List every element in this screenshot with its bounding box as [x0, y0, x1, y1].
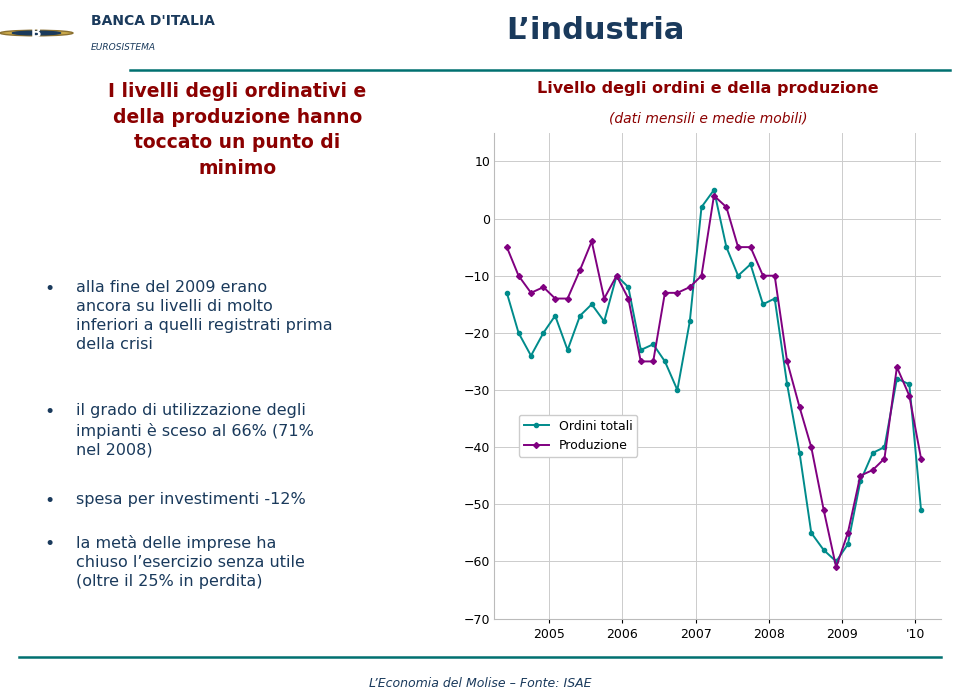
- Produzione: [574, 266, 586, 274]
- Ordini totali: [635, 346, 646, 354]
- Ordini totali: [915, 506, 926, 514]
- Produzione: [598, 294, 610, 303]
- Text: •: •: [45, 280, 55, 298]
- Ordini totali: [903, 380, 915, 389]
- Ordini totali: [769, 294, 780, 303]
- Ordini totali: [562, 346, 573, 354]
- Line: Produzione: Produzione: [505, 194, 924, 569]
- Ordini totali: [549, 312, 561, 320]
- Ordini totali: [854, 477, 866, 486]
- Ordini totali: [708, 186, 720, 194]
- Ordini totali: [538, 329, 549, 337]
- Produzione: [660, 289, 671, 297]
- Produzione: [842, 528, 853, 537]
- Produzione: [635, 357, 646, 366]
- Produzione: [501, 243, 513, 252]
- Ordini totali: [672, 386, 684, 394]
- Ordini totali: [757, 300, 769, 308]
- Produzione: [708, 192, 720, 200]
- Produzione: [805, 443, 817, 452]
- Ordini totali: [598, 317, 610, 326]
- Text: •: •: [45, 535, 55, 553]
- Ordini totali: [818, 546, 829, 554]
- Produzione: [769, 271, 780, 280]
- Produzione: [562, 294, 573, 303]
- Ordini totali: [878, 443, 890, 452]
- Text: •: •: [45, 403, 55, 421]
- Line: Ordini totali: Ordini totali: [505, 188, 924, 563]
- Produzione: [891, 363, 902, 371]
- Produzione: [684, 283, 696, 291]
- Ordini totali: [830, 557, 842, 565]
- Produzione: [586, 237, 597, 245]
- Text: EUROSISTEMA: EUROSISTEMA: [91, 43, 156, 52]
- Produzione: [745, 243, 756, 252]
- Produzione: [696, 271, 708, 280]
- Produzione: [732, 243, 744, 252]
- Text: I livelli degli ordinativi e
della produzione hanno
toccato un punto di
minimo: I livelli degli ordinativi e della produ…: [108, 82, 367, 178]
- Text: Livello degli ordini e della produzione: Livello degli ordini e della produzione: [538, 80, 878, 96]
- Ordini totali: [660, 357, 671, 366]
- Produzione: [721, 203, 732, 211]
- Text: B: B: [31, 26, 42, 40]
- Ordini totali: [622, 283, 634, 291]
- Ordini totali: [525, 352, 537, 360]
- Produzione: [818, 506, 829, 514]
- Ordini totali: [842, 540, 853, 549]
- Produzione: [513, 271, 524, 280]
- Produzione: [854, 472, 866, 480]
- Ordini totali: [611, 271, 622, 280]
- Ordini totali: [586, 300, 597, 308]
- Ordini totali: [867, 449, 878, 457]
- Produzione: [867, 466, 878, 474]
- Produzione: [525, 289, 537, 297]
- Produzione: [647, 357, 659, 366]
- Circle shape: [0, 30, 73, 36]
- Produzione: [672, 289, 684, 297]
- Circle shape: [12, 31, 60, 35]
- Ordini totali: [684, 317, 696, 326]
- Produzione: [903, 391, 915, 400]
- Produzione: [794, 403, 805, 411]
- Produzione: [830, 563, 842, 571]
- Text: BANCA D'ITALIA: BANCA D'ITALIA: [91, 13, 215, 27]
- Ordini totali: [501, 289, 513, 297]
- Produzione: [622, 294, 634, 303]
- Ordini totali: [513, 329, 524, 337]
- Text: •: •: [45, 492, 55, 510]
- Text: il grado di utilizzazione degli
impianti è sceso al 66% (71%
nel 2008): il grado di utilizzazione degli impianti…: [76, 403, 314, 458]
- Produzione: [538, 283, 549, 291]
- Text: L’Economia del Molise – Fonte: ISAE: L’Economia del Molise – Fonte: ISAE: [369, 677, 591, 690]
- Text: alla fine del 2009 erano
ancora su livelli di molto
inferiori a quelli registrat: alla fine del 2009 erano ancora su livel…: [76, 280, 332, 352]
- Produzione: [915, 454, 926, 463]
- Ordini totali: [574, 312, 586, 320]
- Ordini totali: [745, 260, 756, 268]
- Text: la metà delle imprese ha
chiuso l’esercizio senza utile
(oltre il 25% in perdita: la metà delle imprese ha chiuso l’eserci…: [76, 535, 305, 589]
- Ordini totali: [647, 340, 659, 349]
- Ordini totali: [794, 449, 805, 457]
- Legend: Ordini totali, Produzione: Ordini totali, Produzione: [518, 415, 637, 457]
- Produzione: [878, 454, 890, 463]
- Text: L’industria: L’industria: [506, 16, 684, 45]
- Produzione: [611, 271, 622, 280]
- Produzione: [549, 294, 561, 303]
- Ordini totali: [891, 375, 902, 383]
- Ordini totali: [732, 271, 744, 280]
- Text: spesa per investimenti -12%: spesa per investimenti -12%: [76, 492, 305, 507]
- Ordini totali: [805, 528, 817, 537]
- Produzione: [781, 357, 793, 366]
- Ordini totali: [696, 203, 708, 211]
- Produzione: [757, 271, 769, 280]
- Text: (dati mensili e medie mobili): (dati mensili e medie mobili): [609, 112, 807, 126]
- Ordini totali: [721, 243, 732, 252]
- Ordini totali: [781, 380, 793, 389]
